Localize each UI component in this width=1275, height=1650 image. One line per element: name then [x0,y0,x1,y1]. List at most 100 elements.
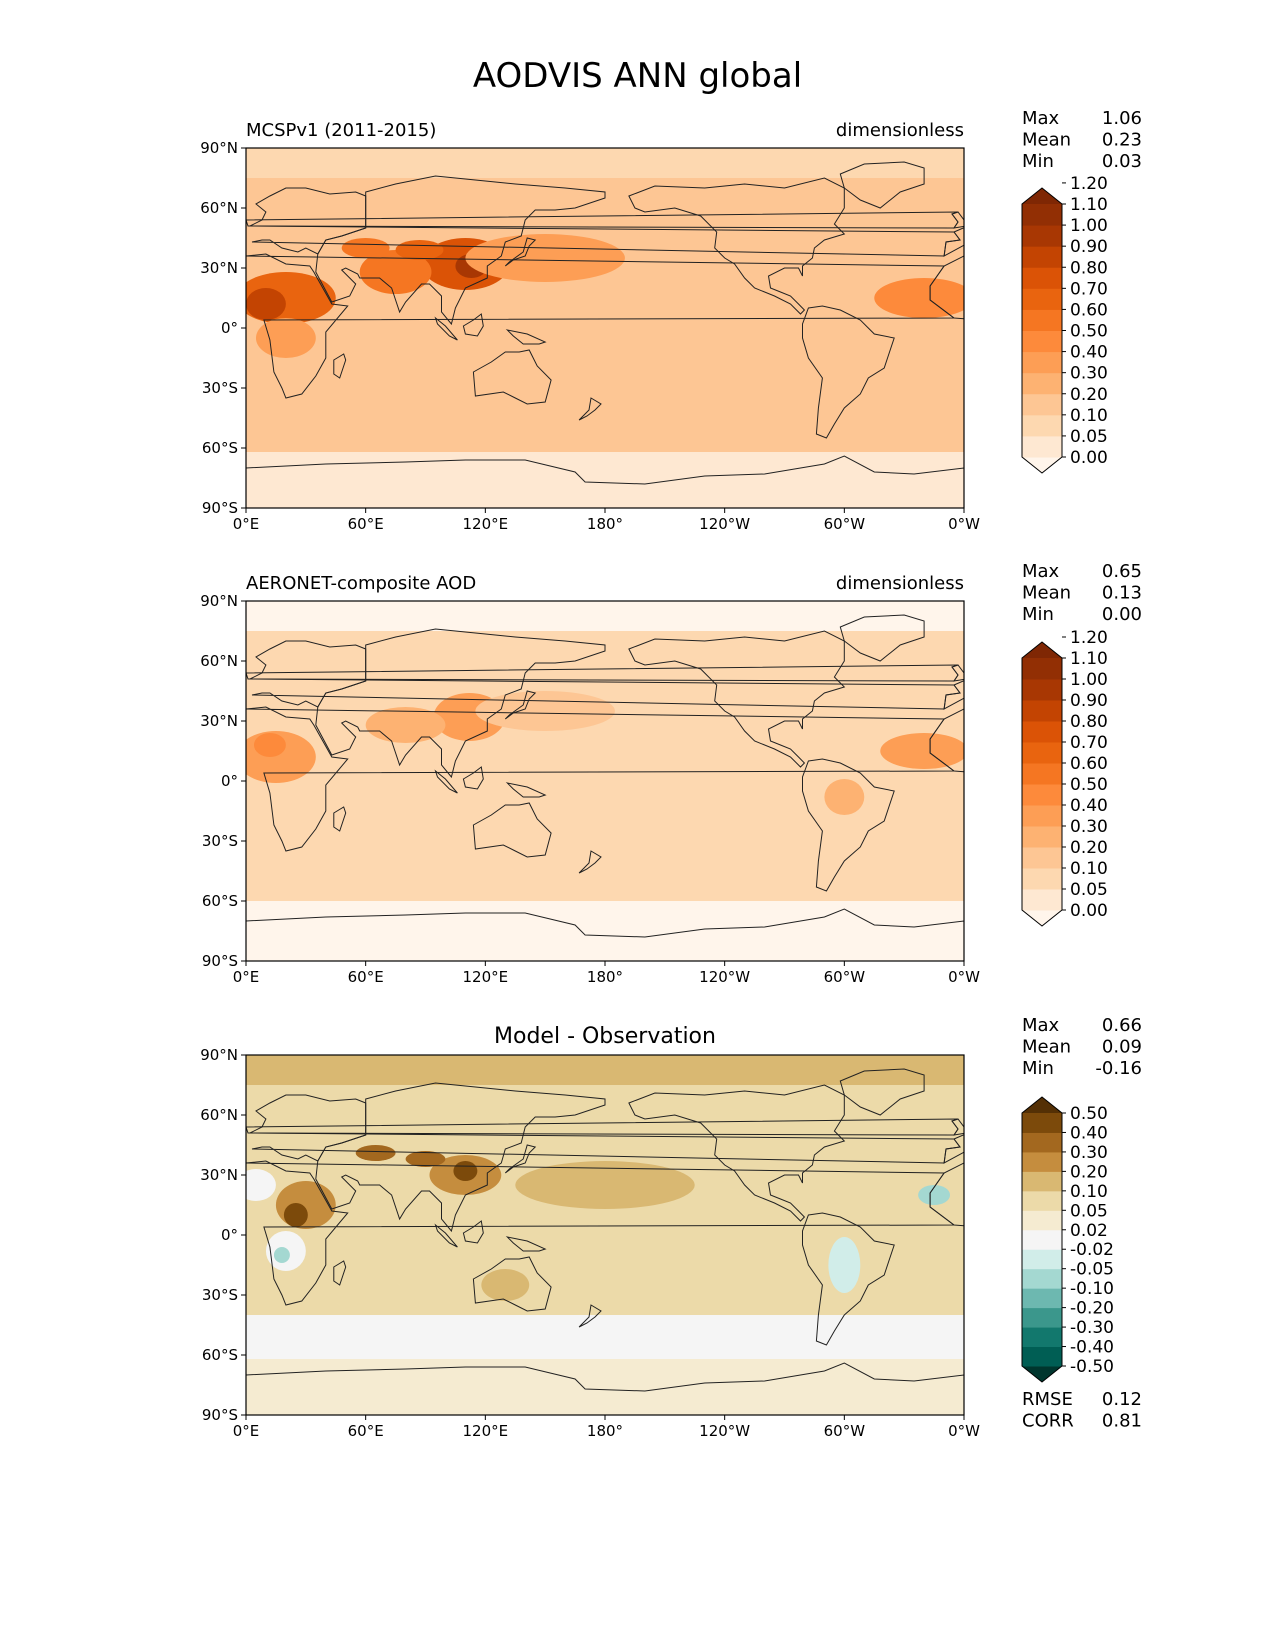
colorbar-tick-label: 1.10 [1070,649,1108,669]
colorbar-extend-bottom [1022,1366,1062,1382]
colorbar-tick-label: 0.02 [1070,1221,1108,1241]
colorbar-tick-label: 0.50 [1070,775,1108,795]
colorbar-tick-label: -0.50 [1070,1357,1114,1377]
map-panel-top: 0°E 60°E 120°E 180° 120°W 60°W 0°W 90°N 60°N 30°N… [200,108,1142,533]
y-tick-label: 90°N [200,1046,238,1064]
coastline-sumatra [434,316,458,341]
data-region-6 [283,1203,308,1227]
colorbar-box [1022,246,1062,268]
figure-title: AODVIS ANN global [472,56,803,96]
stat-value-mean: 0.09 [1102,1037,1142,1058]
y-tick-label: 90°S [202,1406,238,1424]
data-field [246,601,964,961]
colorbar-tick-label: 0.50 [1070,1104,1108,1124]
colorbar-box [1022,1288,1062,1309]
colorbar-tick-label: 0.60 [1070,300,1108,320]
x-tick-label: 120°W [699,1422,750,1440]
map-panel-bottom: 0°E 60°E 120°E 180° 120°W 60°W 0°W 90°N 60°N 30°N… [200,1015,1142,1440]
coastline-great-britain-wrap [951,664,964,682]
x-tick-label: 0°W [948,968,980,986]
colorbar-tick-label: 0.05 [1070,1201,1108,1221]
coastline-japan [504,1144,537,1174]
y-tick-label: 0° [221,319,238,337]
stat-label-rmse: RMSE [1022,1389,1073,1410]
colorbar-box [1022,1307,1062,1328]
data-region-10 [246,1169,276,1201]
colorbar-box [1022,868,1062,890]
colorbar-tick-label: 0.10 [1070,406,1108,426]
colorbar-box [1022,267,1062,289]
x-tick-label: 0°W [948,515,980,533]
colorbar-box [1022,805,1062,827]
data-region-1 [253,733,286,757]
colorbar-tick-label: -0.02 [1070,1240,1114,1260]
colorbar-box [1022,414,1062,437]
panel-title-left: MCSPv1 (2011-2015) [246,120,436,141]
stat-value-max: 0.65 [1102,561,1142,582]
coastline-south-america [802,305,895,439]
data-region-8 [874,278,964,318]
coastline-europe-wrap [943,1134,964,1164]
colorbar-box [1022,330,1062,353]
coastline-asia [315,175,606,326]
data-region-12 [481,1269,530,1301]
x-tick-label: 0°W [948,1422,980,1440]
stat-value-corr: 0.81 [1102,1411,1142,1432]
colorbar-tick-label: 1.00 [1070,216,1108,236]
x-tick-label: 60°W [824,515,866,533]
x-tick-label: 0°E [233,515,260,533]
stat-label-min: Min [1022,604,1054,625]
colorbar-tick-label: 0.00 [1070,901,1108,921]
colorbar-tick-label: -0.05 [1070,1260,1114,1280]
data-region-2 [453,1161,478,1181]
y-tick-label: 90°S [202,952,238,970]
x-tick-label: 180° [587,968,623,986]
colorbar-extend-bottom [1022,910,1062,926]
colorbar-box [1022,679,1062,701]
coastline-new-zealand [578,397,602,421]
y-tick-label: 60°S [202,1346,238,1364]
colorbar-tick-label: 0.05 [1070,880,1108,900]
colorbar-tick-label: 0.00 [1070,448,1108,468]
y-tick-label: 90°S [202,499,238,517]
map-panel-middle: 0°E 60°E 120°E 180° 120°W 60°W 0°W 90°N 60°N 30°N… [200,561,1142,986]
colorbar-tick-label: 0.80 [1070,258,1108,278]
colorbar-box [1022,889,1062,911]
data-region-4 [359,250,432,294]
coastline-new-guinea [505,329,547,345]
stat-label-max: Max [1022,108,1060,129]
data-region-6 [341,238,390,258]
stat-label-mean: Mean [1022,1037,1071,1058]
coastline-sumatra [434,1223,458,1248]
coastline-australia [472,349,552,405]
colorbar-extend-bottom [1022,457,1062,473]
stat-value-mean: 0.13 [1102,583,1142,604]
y-tick-label: 60°S [202,439,238,457]
coastline-europe-wrap [943,680,964,710]
colorbar-extend-top [1022,642,1062,658]
x-tick-label: 0°E [233,968,260,986]
colorbar-tick-label: -0.40 [1070,1338,1114,1358]
colorbar-box [1022,1229,1062,1250]
coastline-south-america [802,758,895,892]
colorbar-box [1022,763,1062,785]
coastline-new-zealand [578,850,602,874]
colorbar-tick-label: 0.50 [1070,322,1108,342]
stat-value-rmse: 0.12 [1102,1389,1142,1410]
y-tick-label: 30°N [200,712,238,730]
coastline-borneo [462,313,484,337]
colorbar-box [1022,784,1062,806]
colorbar-box [1022,1151,1062,1172]
lat-band-1 [246,901,964,961]
colorbar-extend-top [1022,1097,1062,1113]
colorbar-tick-label: 0.30 [1070,817,1108,837]
colorbar-extend-top [1022,188,1062,204]
y-tick-label: 30°S [202,832,238,850]
data-region-6 [475,691,615,731]
colorbar-tick-label: -0.10 [1070,1279,1114,1299]
coastline-greenland [839,161,925,209]
panel-title-right: dimensionless [836,120,964,141]
colorbar-tick-label: 0.20 [1070,838,1108,858]
